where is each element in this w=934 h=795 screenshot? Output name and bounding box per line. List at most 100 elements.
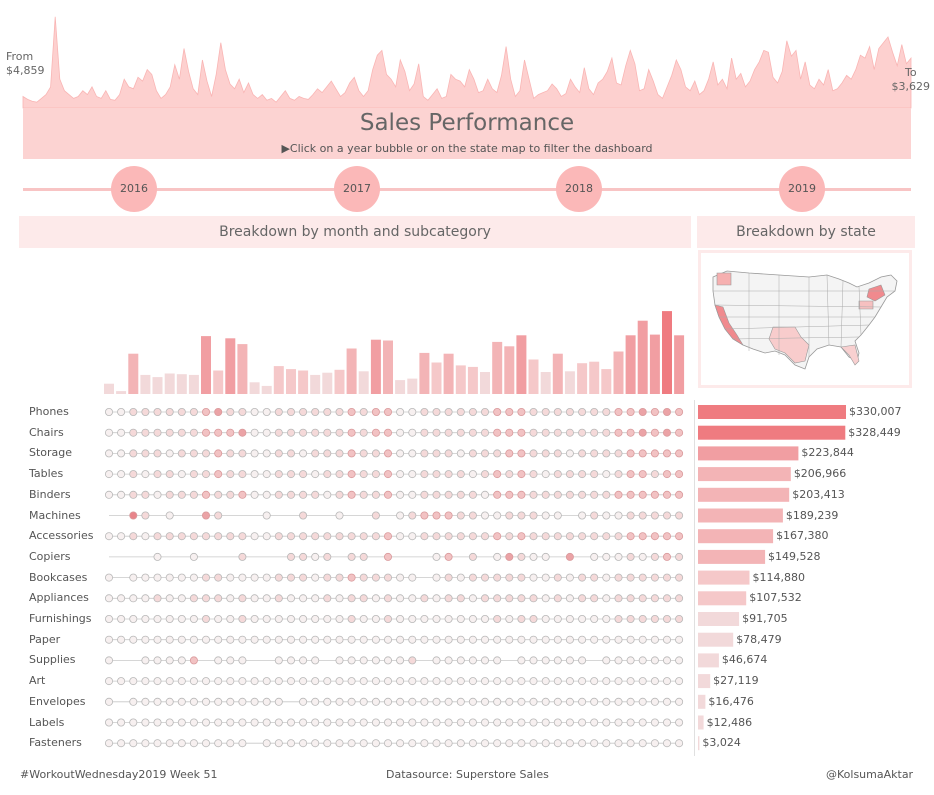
month-dot[interactable]	[432, 470, 441, 479]
month-dot[interactable]	[553, 511, 562, 520]
month-dot[interactable]	[262, 511, 271, 520]
month-dot[interactable]	[214, 470, 223, 479]
month-dot[interactable]	[432, 635, 441, 644]
month-bar[interactable]	[480, 372, 490, 394]
month-dot[interactable]	[517, 718, 526, 727]
month-dot[interactable]	[177, 697, 186, 706]
month-dot[interactable]	[129, 718, 138, 727]
month-dot[interactable]	[323, 697, 332, 706]
month-dot[interactable]	[153, 635, 162, 644]
month-dot[interactable]	[505, 407, 514, 416]
subcategory-bar[interactable]	[698, 674, 711, 689]
month-dot[interactable]	[553, 449, 562, 458]
month-dot[interactable]	[480, 573, 489, 582]
month-dot[interactable]	[614, 552, 623, 561]
month-dot[interactable]	[141, 428, 150, 437]
month-dot[interactable]	[529, 697, 538, 706]
month-dot[interactable]	[396, 532, 405, 541]
month-dot[interactable]	[590, 594, 599, 603]
month-dot[interactable]	[371, 677, 380, 686]
month-dot[interactable]	[456, 718, 465, 727]
month-dot[interactable]	[238, 594, 247, 603]
month-dot[interactable]	[529, 532, 538, 541]
month-dot[interactable]	[214, 677, 223, 686]
month-dot[interactable]	[505, 428, 514, 437]
year-bubble-2016[interactable]: 2016	[111, 166, 157, 212]
month-dot[interactable]	[565, 470, 574, 479]
month-dot[interactable]	[323, 490, 332, 499]
month-dot[interactable]	[480, 739, 489, 748]
month-dot[interactable]	[201, 718, 210, 727]
month-dot[interactable]	[468, 552, 477, 561]
month-dot[interactable]	[141, 718, 150, 727]
month-dot[interactable]	[541, 532, 550, 541]
month-dot[interactable]	[675, 573, 684, 582]
month-dot[interactable]	[578, 532, 587, 541]
month-dot[interactable]	[638, 552, 647, 561]
month-dot[interactable]	[347, 470, 356, 479]
month-dot[interactable]	[359, 428, 368, 437]
month-dot[interactable]	[408, 428, 417, 437]
month-dot[interactable]	[602, 449, 611, 458]
month-dot[interactable]	[493, 635, 502, 644]
month-dot[interactable]	[201, 739, 210, 748]
month-dot[interactable]	[432, 594, 441, 603]
subcategory-bar[interactable]	[698, 405, 846, 419]
month-dot[interactable]	[480, 428, 489, 437]
month-dot[interactable]	[505, 470, 514, 479]
month-dot[interactable]	[335, 635, 344, 644]
month-dot[interactable]	[226, 573, 235, 582]
month-dot[interactable]	[359, 490, 368, 499]
month-dot[interactable]	[517, 490, 526, 499]
month-dot[interactable]	[335, 615, 344, 624]
month-dot[interactable]	[226, 615, 235, 624]
month-dot[interactable]	[383, 470, 392, 479]
month-dot[interactable]	[456, 635, 465, 644]
month-dot[interactable]	[553, 573, 562, 582]
month-dot[interactable]	[153, 552, 162, 561]
month-dot[interactable]	[650, 470, 659, 479]
month-dot[interactable]	[383, 428, 392, 437]
month-dot[interactable]	[456, 470, 465, 479]
subcategory-label[interactable]: Storage	[29, 446, 73, 460]
month-dot[interactable]	[541, 511, 550, 520]
month-dot[interactable]	[602, 428, 611, 437]
month-dot[interactable]	[565, 428, 574, 437]
month-dot[interactable]	[432, 656, 441, 665]
month-dot[interactable]	[177, 532, 186, 541]
month-dot[interactable]	[383, 449, 392, 458]
month-dot[interactable]	[626, 697, 635, 706]
month-dot[interactable]	[177, 428, 186, 437]
month-bar[interactable]	[188, 374, 199, 394]
month-bar[interactable]	[504, 346, 515, 394]
month-dot[interactable]	[408, 677, 417, 686]
month-dot[interactable]	[565, 573, 574, 582]
month-dot[interactable]	[262, 718, 271, 727]
month-dot[interactable]	[262, 490, 271, 499]
month-dot[interactable]	[286, 407, 295, 416]
month-dot[interactable]	[638, 407, 647, 416]
month-dot[interactable]	[650, 428, 659, 437]
month-dot[interactable]	[323, 449, 332, 458]
subcategory-bar[interactable]	[698, 715, 704, 730]
month-dot[interactable]	[250, 635, 259, 644]
month-dot[interactable]	[565, 656, 574, 665]
month-dot[interactable]	[432, 532, 441, 541]
month-dot[interactable]	[590, 428, 599, 437]
month-dot[interactable]	[602, 594, 611, 603]
month-dot[interactable]	[493, 739, 502, 748]
month-dot[interactable]	[347, 697, 356, 706]
month-dot[interactable]	[274, 407, 283, 416]
month-dot[interactable]	[238, 449, 247, 458]
month-dot[interactable]	[153, 615, 162, 624]
month-dot[interactable]	[396, 407, 405, 416]
month-dot[interactable]	[505, 739, 514, 748]
month-dot[interactable]	[590, 615, 599, 624]
month-dot[interactable]	[238, 573, 247, 582]
month-dot[interactable]	[129, 635, 138, 644]
month-dot[interactable]	[250, 428, 259, 437]
month-dot[interactable]	[638, 635, 647, 644]
month-dot[interactable]	[347, 490, 356, 499]
month-dot[interactable]	[371, 511, 380, 520]
month-dot[interactable]	[565, 677, 574, 686]
